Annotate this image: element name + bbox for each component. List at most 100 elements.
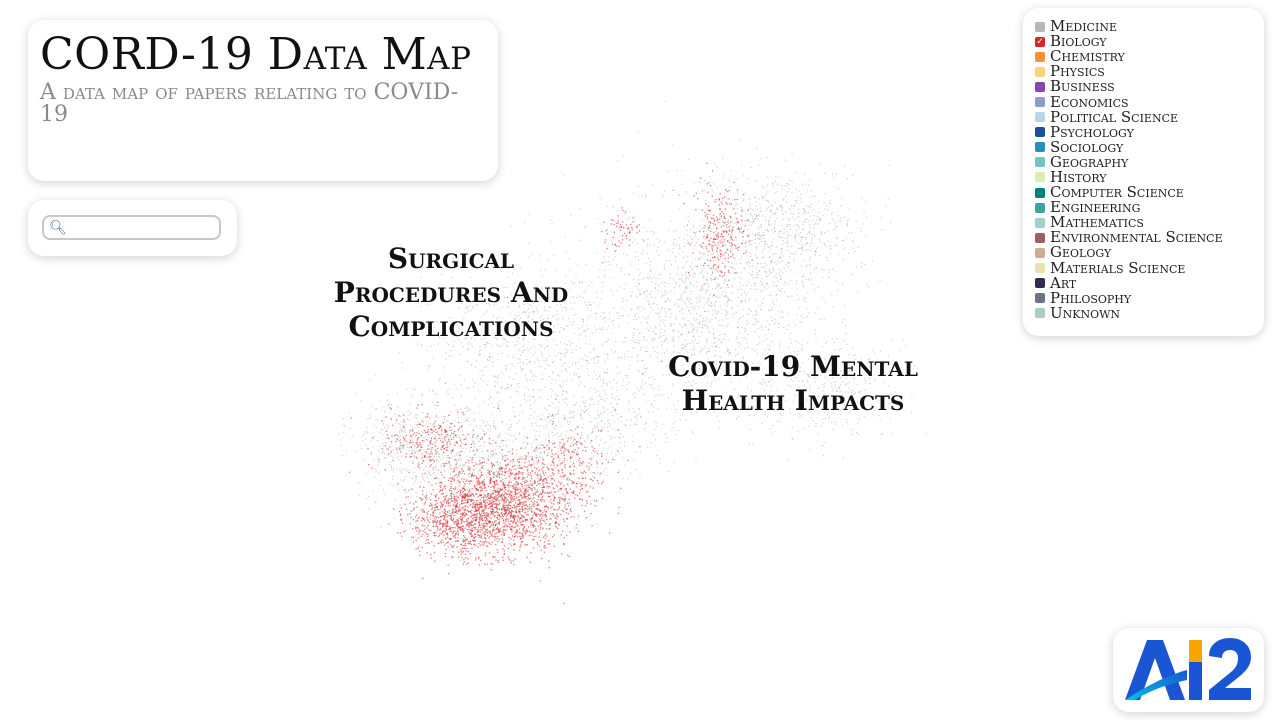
map-point [710,278,712,280]
map-point [565,368,567,370]
map-point [539,453,541,455]
map-point [556,526,558,528]
map-point [367,418,369,420]
map-point [480,489,482,491]
map-point [571,463,573,465]
map-point [711,380,713,382]
map-point [779,230,781,232]
map-point [798,225,800,227]
map-point [783,332,785,334]
map-point [548,376,550,378]
map-point [487,302,489,304]
map-point [668,366,670,368]
map-point [839,391,841,393]
map-point [624,358,626,360]
map-point [763,248,765,250]
map-point [436,405,438,407]
map-point [831,377,833,379]
map-point [638,283,640,285]
map-point [815,266,817,268]
map-point [735,239,737,241]
map-point [540,523,543,525]
map-point [675,409,677,411]
map-point [815,247,817,249]
map-point [511,384,513,386]
map-point [763,245,765,247]
map-point [680,334,682,336]
map-point [778,177,780,179]
map-point [606,205,608,207]
map-point [801,415,803,417]
map-point [757,262,759,264]
map-point [800,315,802,317]
map-point [821,233,823,235]
map-point [481,456,483,458]
map-point [604,371,606,373]
map-point [473,471,475,473]
map-point [632,237,634,239]
map-point [469,294,471,296]
map-point [423,469,425,471]
map-point [835,424,837,426]
map-point [590,310,592,312]
map-point [911,412,913,414]
map-point [693,309,695,311]
map-point [526,519,529,521]
map-point [768,294,770,296]
map-point [549,365,551,367]
map-point [678,286,680,288]
map-point [478,463,480,465]
map-point [654,395,656,397]
map-point [688,221,690,223]
map-point [664,291,666,293]
map-point [503,265,505,267]
map-point [847,391,849,393]
map-point [546,417,548,419]
map-point [495,520,497,522]
map-point [612,324,614,326]
map-point [746,313,748,315]
map-point [814,222,816,224]
map-point [523,344,525,346]
map-point [667,292,669,294]
map-point [587,362,589,364]
map-point [802,380,804,382]
map-point [561,433,563,435]
map-point [764,271,766,273]
map-point [664,300,666,302]
map-point [715,277,717,279]
map-point [741,327,743,329]
map-point [410,402,412,404]
map-point [751,390,753,392]
map-point [474,510,477,512]
map-point [628,407,630,409]
map-point [778,233,780,235]
map-point [510,501,512,503]
map-point [534,525,536,527]
map-point [432,466,434,468]
map-point [844,377,846,379]
map-point [658,317,660,319]
map-point [766,353,768,355]
map-point [624,375,626,377]
map-point [532,498,534,500]
map-point [690,299,692,301]
map-point [520,317,522,319]
map-point [789,228,791,230]
map-point [421,474,423,476]
map-point [817,433,819,435]
map-point [607,353,609,355]
map-point [513,482,515,484]
map-point [561,425,563,427]
map-point [678,298,680,300]
map-point [815,425,817,427]
map-point [851,231,853,233]
map-point [635,251,637,253]
map-point [774,213,776,215]
map-point [796,388,798,390]
map-point [488,424,490,426]
map-point [754,196,756,198]
map-point [575,313,577,315]
map-point [508,473,510,475]
